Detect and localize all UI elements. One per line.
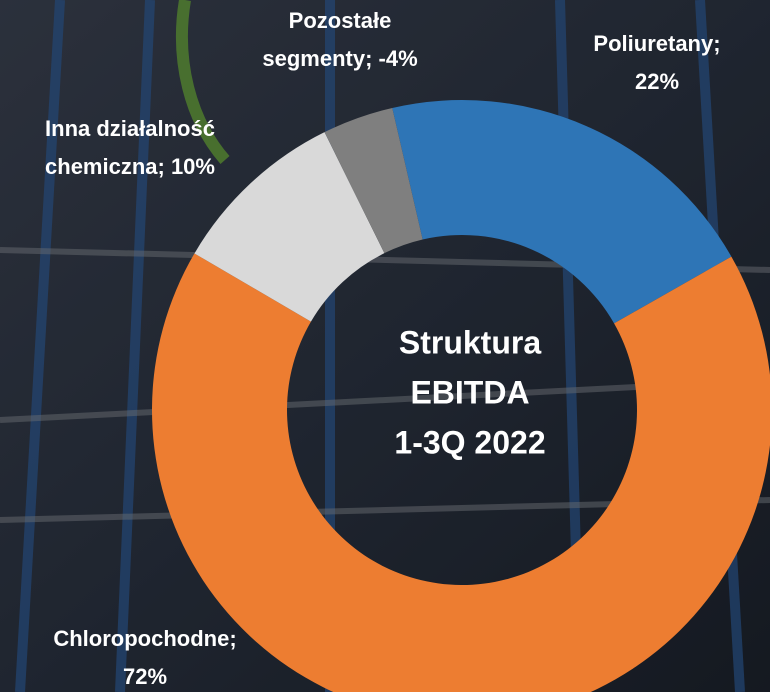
chart: Poliuretany; 22% Chloropochodne; 72% Inna dz… bbox=[0, 0, 770, 692]
data-label: 72% bbox=[123, 664, 167, 689]
data-label: Poliuretany; bbox=[593, 31, 720, 56]
data-label: 22% bbox=[635, 69, 679, 94]
data-label: Inna działalność bbox=[45, 116, 215, 141]
data-label: segmenty; -4% bbox=[262, 46, 417, 71]
chart-title: 1-3Q 2022 bbox=[394, 424, 545, 460]
data-label: chemiczna; 10% bbox=[45, 154, 215, 179]
chart-title: EBITDA bbox=[410, 374, 529, 410]
data-label: Chloropochodne; bbox=[53, 626, 236, 651]
data-label: Pozostałe bbox=[289, 8, 392, 33]
chart-title: Struktura bbox=[399, 324, 541, 360]
